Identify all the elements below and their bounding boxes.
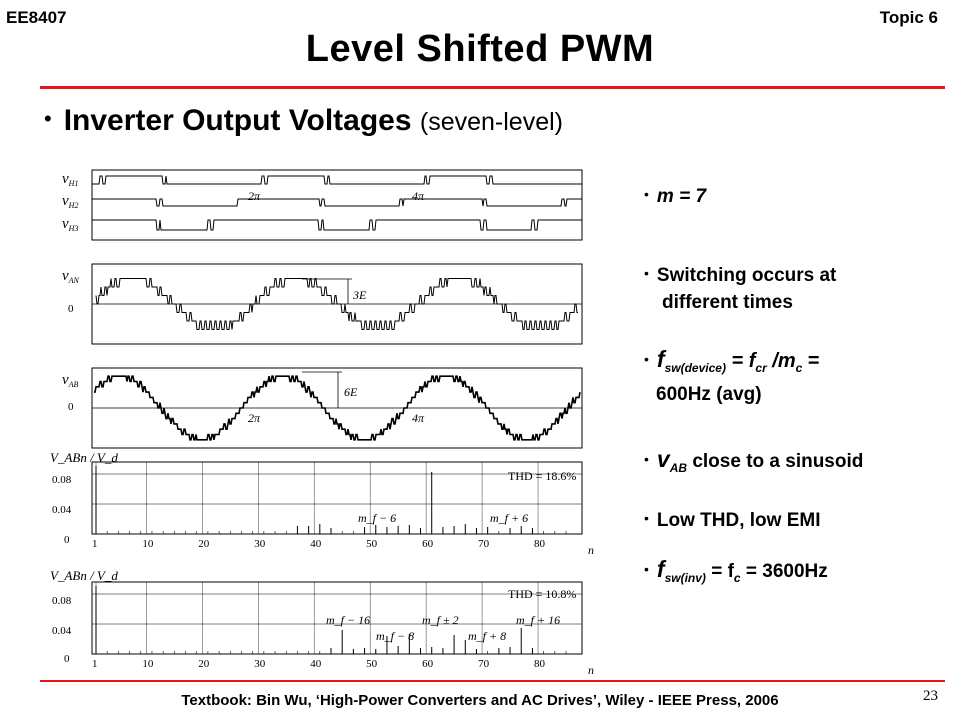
fsw-value: 600Hz (avg) [656, 384, 762, 405]
spec1-tick-1: 0.04 [52, 504, 72, 516]
topic-label: Topic 6 [879, 8, 938, 27]
heading-sub: (seven-level) [419, 108, 563, 136]
spectrum-2-xlabel-80: 80 [534, 658, 546, 670]
vab-waveform [94, 375, 581, 441]
spec2-n: n [588, 663, 594, 677]
spec2-mf-minus16: m_f − 16 [326, 613, 370, 627]
spec1-mf-plus6: m_f + 6 [490, 511, 528, 525]
bullet-thd: • Low THD, low EMI [644, 510, 821, 531]
gating-wave-2 [92, 198, 582, 207]
spec1-thd: THD = 18.6% [508, 469, 576, 483]
course-code: EE8407 [6, 8, 67, 27]
bullet-fsw-device: • fsw(device) = fcr /mc = [644, 346, 820, 375]
spectrum-2-xlabel-60: 60 [422, 658, 434, 670]
spec2-tick-2: 0 [64, 653, 70, 665]
label-vab: vAB [62, 372, 79, 389]
van-waveform [95, 278, 578, 330]
spectrum-layer [91, 461, 583, 655]
spectrum-2-xlabel-50: 50 [366, 658, 378, 670]
spectrum-2-xlabel-20: 20 [198, 658, 210, 670]
heading-main: Inverter Output Voltages [63, 104, 412, 137]
waveform-figure: vH1 vH2 vH3 2π 4π vAN 0 3E vAB 0 6E 2π 4… [50, 169, 594, 677]
bullet-switching: • Switching occurs at different times [644, 265, 837, 313]
spec2-tick-0: 0.08 [52, 595, 72, 607]
spec1-ylabel: V_ABn / V_d [50, 450, 118, 465]
heading-bullet: • [44, 106, 52, 131]
spectrum-2-xlabel-30: 30 [254, 658, 266, 670]
panel-gating-frame [91, 169, 583, 241]
spectrum-1-xlabel-10: 10 [142, 538, 154, 550]
spec1-tick-2: 0 [64, 534, 70, 546]
spectrum-2-xlabel-40: 40 [310, 658, 322, 670]
spectrum-1-frame [91, 461, 583, 535]
label-van: vAN [62, 268, 80, 285]
label-3e: 3E [352, 288, 367, 302]
waveform-layer [91, 169, 583, 449]
bullet-m: • m = 7 [644, 186, 707, 207]
spectrum-2-xlabel-70: 70 [478, 658, 490, 670]
spectrum-1-xlabel-50: 50 [366, 538, 378, 550]
page-number: 23 [923, 688, 938, 704]
spectrum-2-xlabel-1: 1 [92, 658, 98, 670]
section-heading: • Inverter Output Voltages (seven-level) [44, 104, 563, 138]
spec2-mf-plus16: m_f + 16 [516, 613, 560, 627]
spectrum-1-xlabel-1: 1 [92, 538, 98, 550]
label-4pi-bottom: 4π [412, 411, 425, 425]
bullet-fsw-inv: • fsw(inv) = fc = 3600Hz [644, 556, 828, 585]
slide-title: Level Shifted PWM [305, 28, 655, 70]
title-underline [40, 86, 945, 89]
spec2-thd: THD = 10.8% [508, 587, 576, 601]
gating-wave-1 [92, 175, 582, 185]
spectrum-1-xlabel-20: 20 [198, 538, 210, 550]
footer-citation: Textbook: Bin Wu, ‘High-Power Converters… [181, 692, 779, 709]
label-zero-van: 0 [68, 303, 74, 315]
spec2-mf-minus8: m_f − 8 [376, 629, 414, 643]
label-6e: 6E [344, 385, 358, 399]
label-2pi-top: 2π [248, 189, 261, 203]
footer-rule [40, 680, 945, 682]
spectrum-2-frame [91, 581, 583, 655]
spectrum-2-xlabel-10: 10 [142, 658, 154, 670]
label-vh3: vH3 [62, 216, 78, 233]
spec1-n: n [588, 543, 594, 557]
spectrum-1-xlabel-40: 40 [310, 538, 322, 550]
spectrum-1-xlabel-60: 60 [422, 538, 434, 550]
gating-wave-3 [92, 219, 582, 231]
spec2-mf-pm2: m_f ± 2 [422, 613, 459, 627]
spec1-tick-0: 0.08 [52, 474, 72, 486]
label-2pi-bottom: 2π [248, 411, 261, 425]
spec2-ylabel: V_ABn / V_d [50, 568, 118, 583]
spectrum-1-xlabel-80: 80 [534, 538, 546, 550]
bullet-vab: • vAB close to a sinusoid [644, 446, 864, 475]
label-zero-vab: 0 [68, 401, 74, 413]
spectrum-1-xlabel-70: 70 [478, 538, 490, 550]
spec1-mf-minus6: m_f − 6 [358, 511, 396, 525]
label-vh1: vH1 [62, 171, 78, 188]
spectrum-1-xlabel-30: 30 [254, 538, 266, 550]
spec2-mf-plus8: m_f + 8 [468, 629, 506, 643]
label-4pi-top: 4π [412, 189, 425, 203]
label-vh2: vH2 [62, 193, 78, 210]
spec2-tick-1: 0.04 [52, 625, 72, 637]
